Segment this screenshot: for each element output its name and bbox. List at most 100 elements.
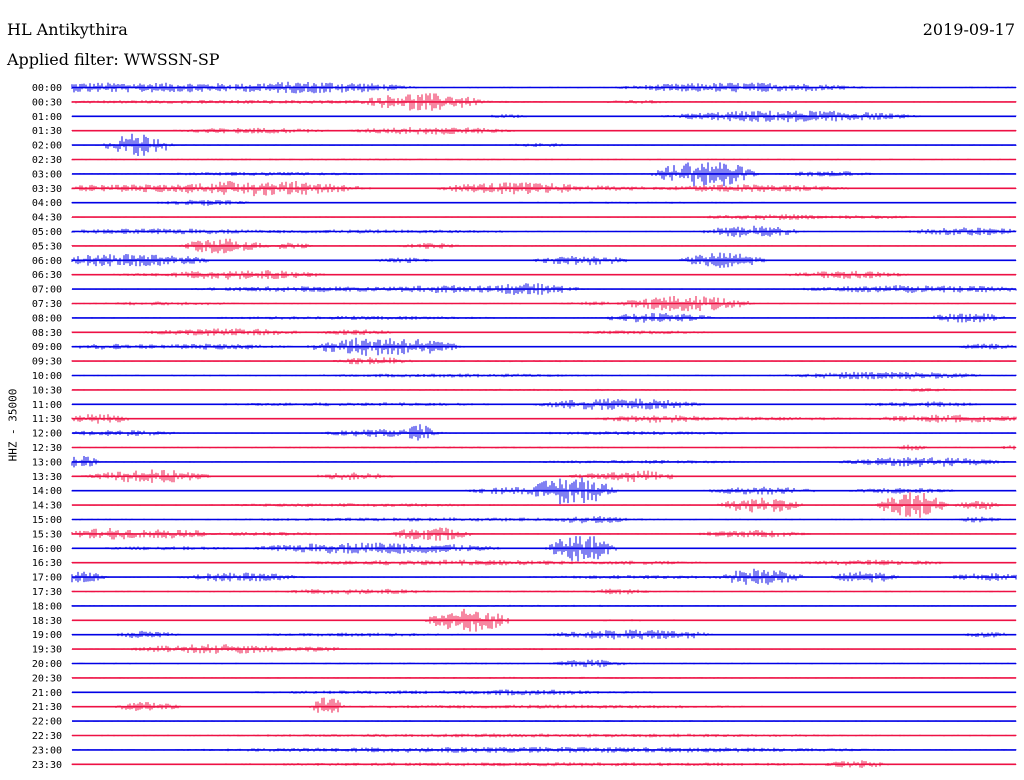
trace-row: 16:00: [32, 536, 1017, 562]
trace-row: 10:00: [32, 371, 1017, 382]
time-label: 04:30: [32, 213, 62, 224]
trace-row: 13:30: [32, 469, 1017, 483]
trace-row: 18:30: [32, 608, 1017, 632]
date-label: 2019-09-17: [922, 20, 1015, 39]
seismic-trace: [71, 296, 1017, 312]
seismic-trace: [71, 270, 1017, 280]
trace-row: 05:00: [32, 225, 1017, 238]
trace-row: 21:00: [32, 688, 1017, 699]
time-label: 00:30: [32, 97, 62, 108]
seismic-trace: [71, 559, 1017, 566]
seismic-trace: [71, 214, 1017, 220]
time-label: 06:00: [32, 256, 62, 267]
time-label: 14:00: [32, 486, 62, 497]
time-label: 09:00: [32, 342, 62, 353]
trace-row: 00:00: [32, 81, 1017, 94]
seismic-trace: [71, 676, 1017, 679]
time-label: 03:30: [32, 184, 62, 195]
time-label: 06:30: [32, 270, 62, 281]
time-label: 17:00: [32, 573, 62, 584]
time-label: 19:00: [32, 630, 62, 641]
trace-row: 02:30: [32, 155, 1017, 166]
time-label: 07:00: [32, 285, 62, 296]
time-label: 01:00: [32, 112, 62, 123]
seismic-trace: [71, 469, 1017, 483]
time-label: 02:00: [32, 141, 62, 152]
seismic-trace: [71, 516, 1017, 524]
seismic-trace: [71, 608, 1017, 632]
trace-row: 15:00: [32, 515, 1017, 526]
trace-row: 09:00: [32, 337, 1017, 356]
seismic-trace: [71, 388, 1017, 392]
trace-row: 21:30: [32, 697, 1017, 713]
time-label: 21:30: [32, 702, 62, 713]
seismic-trace: [71, 733, 1017, 738]
seismic-trace: [71, 527, 1017, 541]
seismic-trace: [71, 252, 1017, 268]
seismic-trace: [71, 328, 1017, 336]
seismic-trace: [71, 492, 1017, 518]
trace-row: 14:30: [32, 492, 1017, 518]
seismic-trace: [71, 444, 1017, 451]
trace-row: 06:30: [32, 270, 1017, 281]
seismic-trace: [71, 414, 1017, 424]
time-label: 07:30: [32, 299, 62, 310]
trace-row: 23:00: [32, 745, 1017, 756]
time-label: 14:30: [32, 501, 62, 512]
trace-row: 10:30: [32, 385, 1017, 396]
trace-row: 20:00: [32, 659, 1017, 670]
trace-row: 19:30: [32, 644, 1017, 656]
trace-row: 11:30: [32, 414, 1017, 425]
time-label: 11:30: [32, 414, 62, 425]
trace-row: 08:30: [32, 328, 1017, 339]
seismic-trace: [71, 456, 1017, 468]
trace-row: 06:00: [32, 252, 1017, 268]
trace-row: 17:30: [32, 587, 1017, 598]
seismic-trace: [71, 371, 1017, 380]
time-label: 16:00: [32, 544, 62, 555]
time-label: 01:30: [32, 126, 62, 137]
seismic-trace: [71, 238, 1017, 254]
trace-row: 23:30: [32, 760, 1017, 771]
seismic-trace: [71, 133, 1017, 156]
time-label: 05:30: [32, 241, 62, 252]
trace-row: 03:30: [32, 181, 1017, 197]
seismic-trace: [71, 536, 1017, 562]
time-label: 15:30: [32, 529, 62, 540]
seismic-trace: [71, 697, 1017, 713]
trace-row: 01:30: [32, 126, 1017, 137]
time-label: 17:30: [32, 587, 62, 598]
seismic-trace: [71, 659, 1017, 668]
trace-row: 11:00: [32, 398, 1017, 411]
trace-row: 12:30: [32, 443, 1017, 454]
trace-row: 00:30: [32, 93, 1017, 111]
trace-row: 04:00: [32, 198, 1017, 209]
seismic-trace: [71, 644, 1017, 654]
seismic-trace: [71, 477, 1017, 505]
trace-row: 04:30: [32, 213, 1017, 224]
trace-row: 18:00: [32, 601, 1017, 612]
time-label: 09:30: [32, 357, 62, 368]
time-label: 03:00: [32, 169, 62, 180]
seismic-trace: [71, 110, 1017, 123]
seismic-trace: [71, 313, 1017, 323]
time-label: 23:00: [32, 745, 62, 756]
seismic-trace: [71, 424, 1017, 441]
seismic-trace: [71, 604, 1017, 607]
time-label: 05:00: [32, 227, 62, 238]
trace-row: 17:00: [32, 568, 1017, 585]
seismic-trace: [71, 629, 1017, 640]
seismic-trace: [71, 127, 1017, 135]
trace-row: 07:30: [32, 296, 1017, 312]
seismic-trace: [73, 720, 1017, 722]
time-label: 22:30: [32, 731, 62, 742]
seismic-trace: [71, 568, 1017, 585]
trace-row: 09:30: [32, 357, 1017, 368]
trace-row: 05:30: [32, 238, 1017, 254]
seismic-trace: [71, 283, 1017, 295]
seismic-trace: [71, 225, 1017, 238]
time-label: 22:00: [32, 717, 62, 728]
time-label: 20:00: [32, 659, 62, 670]
seismic-trace: [71, 162, 1017, 187]
trace-row: 22:00: [32, 717, 1017, 728]
